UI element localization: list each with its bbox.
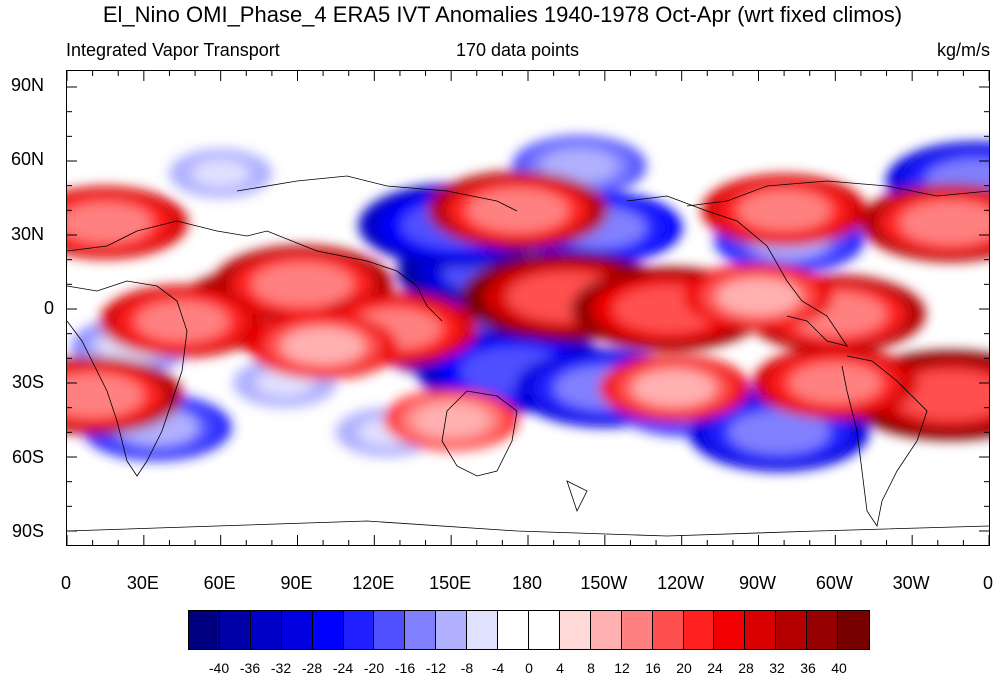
colorbar-swatch	[189, 611, 220, 649]
colorbar-label: -20	[363, 660, 385, 676]
colorbar-label: 8	[587, 660, 595, 676]
lon-tick-label: 60E	[203, 573, 236, 593]
lat-tick-label: 90N	[10, 75, 44, 95]
colorbar-swatch	[590, 611, 622, 649]
colorbar-label: 24	[707, 660, 723, 676]
colorbar-swatch	[807, 611, 839, 649]
colorbar-label: -8	[460, 660, 474, 676]
lon-tick-label: 90W	[738, 573, 776, 593]
coastline	[566, 480, 588, 513]
colorbar-swatch	[621, 611, 653, 649]
colorbar-label: -32	[270, 660, 292, 676]
colorbar-swatch	[745, 611, 777, 649]
axis-ticks	[67, 71, 989, 545]
anomaly-blob	[413, 402, 489, 438]
anomaly-blob	[67, 202, 152, 244]
coastline	[441, 390, 518, 477]
colorbar-swatch	[405, 611, 437, 649]
lat-tick-label: 90S	[11, 521, 44, 541]
colorbar-swatch	[374, 611, 406, 649]
colorbar-swatch	[838, 611, 869, 649]
anomaly-blob	[737, 189, 831, 231]
lon-tick-label: 90E	[280, 573, 313, 593]
colorbar	[188, 610, 870, 650]
subtitle-count: 170 data points	[455, 40, 580, 60]
lat-tick-label: 30S	[11, 372, 44, 393]
coastline	[626, 195, 848, 347]
colorbar-label: -4	[491, 660, 505, 676]
lat-tick-label: 0	[43, 298, 54, 318]
lon-tick-label: 150E	[429, 573, 472, 593]
lon-tick-label: 0	[60, 573, 71, 593]
anomaly-field	[67, 135, 989, 472]
colorbar-label: 40	[831, 660, 847, 676]
anomaly-blob	[899, 200, 989, 245]
colorbar-swatch	[528, 611, 560, 649]
colorbar-label: -28	[301, 660, 323, 676]
coastline	[67, 520, 989, 537]
anomaly-blob	[251, 262, 354, 307]
colorbar-swatch	[559, 611, 591, 649]
colorbar-label: 4	[556, 660, 564, 676]
anomaly-blob	[280, 327, 366, 365]
colorbar-label: 32	[769, 660, 785, 676]
colorbar-label: 20	[676, 660, 692, 676]
colorbar-label: 16	[645, 660, 661, 676]
lon-tick-label: 60W	[815, 573, 853, 593]
anomaly-blob	[67, 373, 144, 418]
lon-tick-label: 30E	[126, 573, 159, 593]
lon-tick-label: 150W	[580, 573, 628, 593]
colorbar-label: -36	[239, 660, 261, 676]
coastline	[67, 220, 443, 322]
coastline	[686, 180, 989, 207]
anomaly-map	[67, 71, 989, 545]
coastline	[841, 355, 928, 528]
lat-tick-label: 60S	[11, 446, 44, 467]
subtitle-variable: Integrated Vapor Transport	[66, 40, 280, 60]
lat-tick-label: 60N	[10, 149, 44, 170]
anomaly-blob	[631, 369, 717, 407]
map-panel	[66, 70, 990, 546]
colorbar-swatch	[219, 611, 251, 649]
coastline	[67, 280, 188, 477]
colorbar-swatch	[714, 611, 746, 649]
colorbar-label: -40	[208, 660, 230, 676]
lat-tick-label: 30N	[10, 223, 44, 244]
colorbar-swatch	[281, 611, 313, 649]
anomaly-blob	[788, 362, 882, 404]
anomaly-blob	[466, 188, 569, 233]
lon-tick-label: 120W	[657, 573, 705, 593]
anomaly-blob	[541, 148, 618, 184]
colorbar-label: 0	[525, 660, 533, 676]
colorbar-label: -24	[332, 660, 354, 676]
lon-tick-label: 0	[982, 573, 993, 593]
colorbar-swatch	[652, 611, 684, 649]
colorbar-swatch	[436, 611, 468, 649]
colorbar-swatch	[250, 611, 282, 649]
subtitle-units: kg/m/s	[936, 40, 990, 60]
colorbar-swatch	[343, 611, 375, 649]
anomaly-blob	[191, 159, 250, 188]
lon-tick-label: 120E	[352, 573, 395, 593]
anomaly-blob	[728, 410, 830, 455]
lon-tick-label: 30W	[892, 573, 930, 593]
colorbar-label: -16	[394, 660, 416, 676]
colorbar-label: -12	[425, 660, 447, 676]
colorbar-swatch	[312, 611, 344, 649]
anomaly-blob	[716, 277, 801, 316]
colorbar-label: 28	[738, 660, 754, 676]
lon-tick-label: 180	[511, 573, 543, 593]
colorbar-swatch	[467, 611, 499, 649]
colorbar-swatch	[498, 611, 529, 649]
colorbar-label: 36	[800, 660, 816, 676]
colorbar-swatch	[683, 611, 715, 649]
colorbar-label: 12	[614, 660, 630, 676]
colorbar-swatch	[776, 611, 808, 649]
coastline	[236, 175, 518, 212]
plot-title: El_Nino OMI_Phase_4 ERA5 IVT Anomalies 1…	[102, 2, 903, 27]
anomaly-blob	[135, 300, 229, 342]
